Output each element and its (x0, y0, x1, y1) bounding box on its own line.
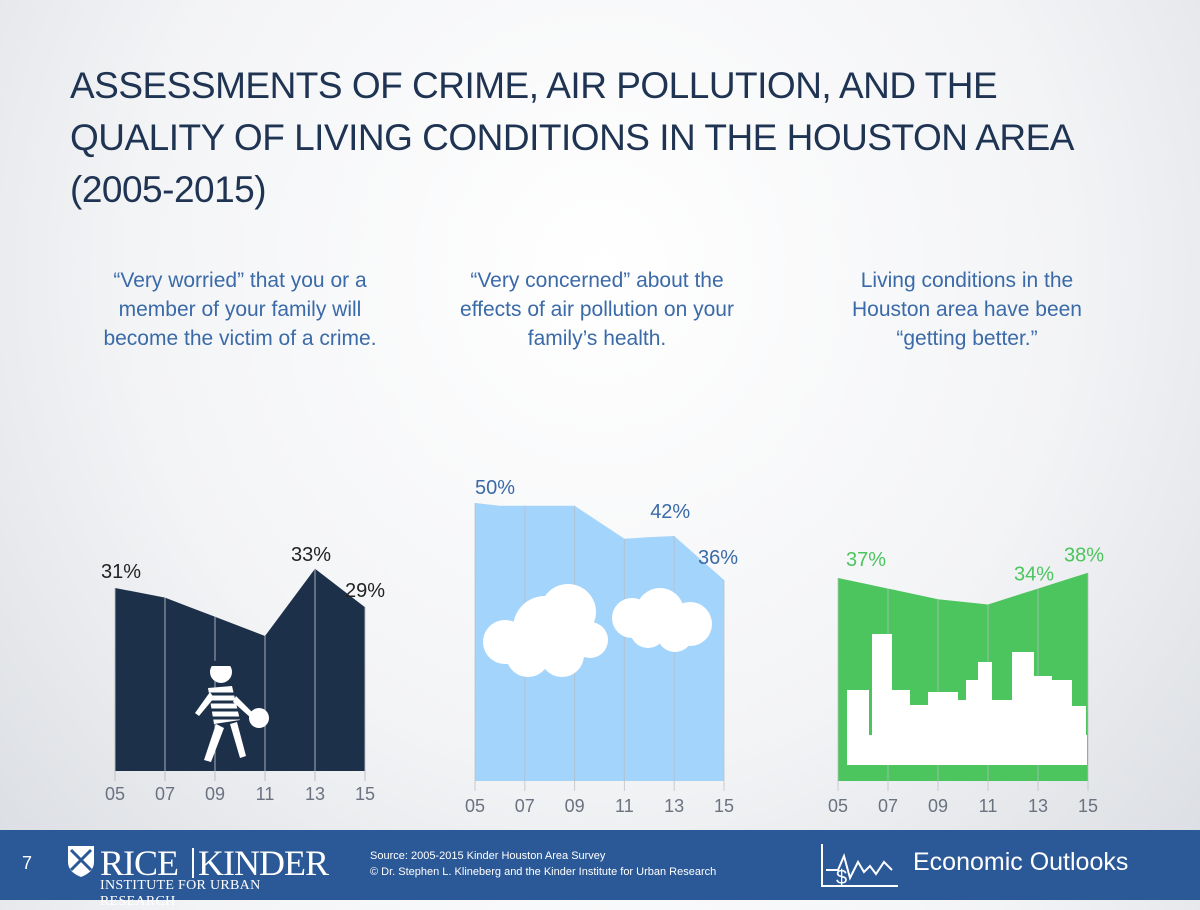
page-number: 7 (22, 853, 33, 873)
logo-subtitle: INSTITUTE FOR URBAN RESEARCH (100, 878, 261, 909)
tick-label: 15 (714, 796, 734, 816)
data-label: 50% (475, 477, 515, 499)
tick-label: 11 (615, 796, 634, 816)
data-label: 33% (291, 544, 331, 566)
data-label: 29% (345, 580, 385, 602)
logo-rice: RICE (100, 843, 179, 883)
crime-caption: “Very worried” that you or a member of y… (103, 269, 377, 350)
tick-label: 05 (828, 796, 848, 816)
page-title: ASSESSMENTS OF CRIME, AIR POLLUTION, AND… (70, 65, 1072, 210)
rice-kinder-logo: RICE KINDER INSTITUTE FOR URBAN RESEARCH (66, 840, 329, 909)
shield-icon (68, 846, 94, 877)
tick-label: 15 (1078, 796, 1098, 816)
logo-separator (192, 848, 194, 878)
logo-kinder: KINDER (198, 843, 329, 883)
charts-canvas: 05 07 09 11 13 15 31% 33% 29% 05 07 09 11 13 15 50% 42% 3… (101, 477, 1104, 816)
tick-label: 13 (664, 796, 684, 816)
tick-label: 13 (305, 784, 325, 804)
data-label: 36% (698, 547, 738, 569)
data-label: 42% (650, 501, 690, 523)
tick-label: 05 (465, 796, 485, 816)
footer-bar: 7 RICE KINDER INSTITUTE FOR URBAN RESEAR… (0, 830, 1200, 909)
tick-label: 09 (928, 796, 948, 816)
tick-label: 09 (205, 784, 225, 804)
source-note: Source: 2005-2015 Kinder Houston Area Su… (370, 848, 716, 880)
data-label: 37% (846, 549, 886, 571)
data-label: 38% (1064, 545, 1104, 567)
tick-label: 11 (979, 796, 998, 816)
area-series (115, 568, 365, 771)
skyline-icon (847, 634, 1087, 765)
pollution-caption: “Very concerned” about the effects of ai… (460, 269, 734, 350)
tick-label: 07 (515, 796, 535, 816)
cloud-icon (483, 584, 712, 677)
tick-label: 09 (565, 796, 585, 816)
copyright-line: © Dr. Stephen L. Klineberg and the Kinde… (370, 866, 717, 878)
burglar-icon (195, 659, 269, 762)
tick-label: 07 (155, 784, 175, 804)
chart-1: 05 07 09 11 13 15 31% 33% 29% (101, 544, 385, 804)
data-label: 31% (101, 561, 141, 583)
source-line: Source: 2005-2015 Kinder Houston Area Su… (370, 850, 606, 862)
brand-name: Economic Outlooks (913, 848, 1129, 876)
tick-label: 15 (355, 784, 375, 804)
tick-label: 07 (878, 796, 898, 816)
data-label: 34% (1014, 564, 1054, 586)
tick-label: 11 (256, 784, 275, 804)
living-conditions-caption: Living conditions in the Houston area ha… (851, 269, 1082, 350)
tick-label: 05 (105, 784, 125, 804)
svg-text:$: $ (836, 867, 847, 889)
economic-outlooks-icon: $ (821, 844, 898, 889)
tick-label: 13 (1028, 796, 1048, 816)
